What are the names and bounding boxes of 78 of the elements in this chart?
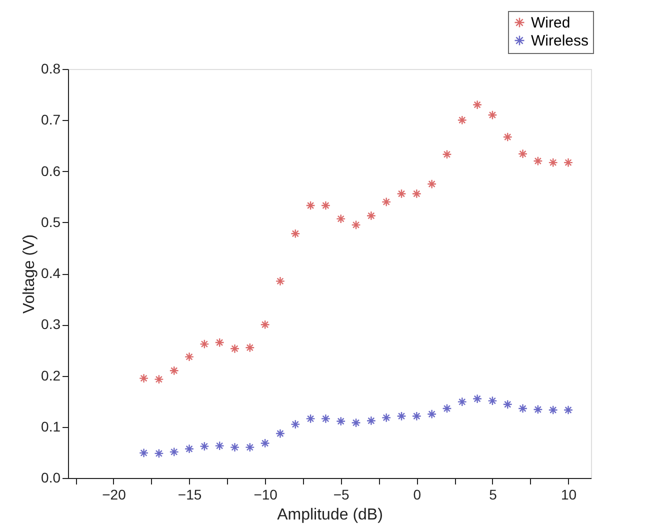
x-tick-label: 0 bbox=[413, 486, 422, 502]
point bbox=[442, 404, 452, 414]
point bbox=[396, 188, 406, 199]
point bbox=[290, 420, 300, 430]
point bbox=[488, 396, 498, 406]
x-tick-label: −10 bbox=[254, 486, 278, 502]
point bbox=[518, 149, 528, 159]
y-tick-label: 0.1 bbox=[41, 418, 61, 434]
point bbox=[139, 374, 149, 384]
point bbox=[154, 448, 164, 458]
point bbox=[320, 414, 330, 424]
y-tick-label: 0.7 bbox=[41, 112, 61, 128]
point bbox=[169, 366, 179, 376]
point bbox=[502, 132, 512, 142]
point bbox=[457, 115, 467, 125]
x-tick-label: −15 bbox=[178, 486, 202, 502]
point bbox=[518, 404, 528, 414]
point bbox=[290, 228, 300, 238]
point bbox=[442, 150, 452, 160]
point bbox=[184, 352, 194, 362]
point bbox=[169, 447, 179, 457]
point bbox=[488, 110, 498, 120]
y-tick-label: 0.2 bbox=[41, 367, 61, 384]
point bbox=[139, 448, 149, 458]
point bbox=[245, 442, 255, 452]
point bbox=[396, 411, 406, 421]
point bbox=[154, 374, 164, 384]
point bbox=[382, 412, 392, 422]
point bbox=[260, 438, 270, 448]
y-tick-label: 0.8 bbox=[41, 60, 61, 76]
point bbox=[382, 197, 392, 207]
y-tick-label: 0.5 bbox=[41, 214, 61, 230]
point bbox=[427, 409, 437, 419]
point bbox=[306, 414, 316, 424]
legend-label: Wired bbox=[531, 14, 570, 32]
x-tick-label: 10 bbox=[560, 486, 577, 502]
point bbox=[214, 441, 224, 451]
point bbox=[230, 344, 240, 354]
point bbox=[533, 156, 543, 166]
point bbox=[457, 397, 467, 407]
point bbox=[366, 210, 376, 221]
point bbox=[427, 179, 437, 189]
point bbox=[472, 100, 482, 110]
point bbox=[275, 276, 286, 286]
point bbox=[351, 418, 361, 428]
y-axis-title: Voltage (V) bbox=[21, 234, 38, 314]
point bbox=[533, 404, 543, 414]
point bbox=[366, 416, 376, 426]
x-axis-title: Amplitude (dB) bbox=[277, 506, 383, 524]
point bbox=[351, 220, 361, 230]
point bbox=[230, 442, 240, 452]
x-tick-label: 5 bbox=[489, 486, 498, 502]
point bbox=[548, 405, 558, 415]
y-tick-label: 0.4 bbox=[41, 265, 61, 281]
point bbox=[412, 188, 422, 199]
point bbox=[563, 158, 574, 168]
point bbox=[214, 338, 224, 348]
point bbox=[184, 444, 194, 454]
x-tick-label: −20 bbox=[102, 486, 126, 502]
legend-label: Wireless bbox=[531, 32, 589, 50]
y-tick-label: 0.6 bbox=[41, 162, 61, 179]
point bbox=[245, 342, 255, 352]
point bbox=[260, 320, 270, 330]
point bbox=[306, 200, 316, 210]
point bbox=[563, 405, 574, 415]
point bbox=[548, 158, 558, 168]
point bbox=[336, 416, 346, 426]
point bbox=[412, 411, 422, 421]
x-tick-label: −5 bbox=[333, 486, 350, 502]
point bbox=[200, 339, 210, 349]
point bbox=[275, 428, 286, 438]
y-tick-label: 0.3 bbox=[41, 316, 61, 332]
point bbox=[320, 200, 330, 210]
point bbox=[336, 214, 346, 224]
point bbox=[502, 400, 512, 410]
point bbox=[200, 442, 210, 452]
text: 0.0 bbox=[41, 470, 60, 486]
point bbox=[472, 394, 482, 404]
